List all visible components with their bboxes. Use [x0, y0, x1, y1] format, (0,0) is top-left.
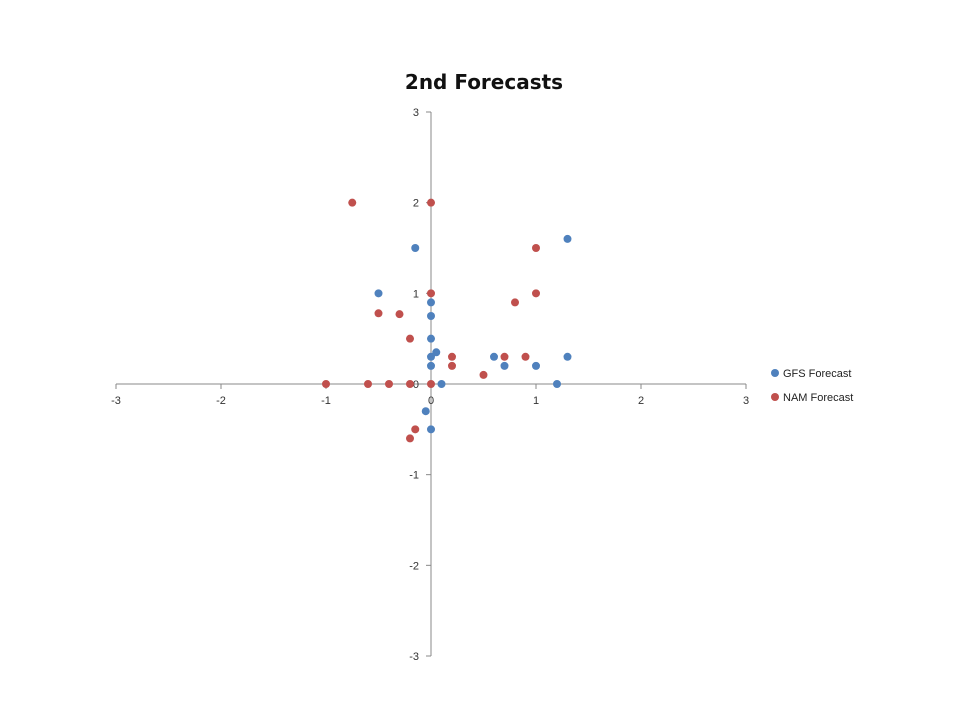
data-point: [490, 352, 498, 361]
data-point: [421, 407, 430, 416]
data-point: [553, 380, 561, 388]
data-point: [406, 434, 414, 443]
data-point: [500, 361, 509, 370]
data-point: [432, 348, 441, 357]
data-point: [532, 289, 540, 298]
data-point: [479, 370, 488, 379]
data-point: [563, 234, 572, 243]
data-point: [427, 298, 435, 307]
x-tick-label: 2: [638, 395, 644, 407]
y-tick-label: 1: [413, 288, 419, 300]
legend: GFS Forecast NAM Forecast: [771, 368, 853, 404]
data-point: [427, 334, 435, 343]
data-point: [511, 298, 519, 307]
x-tick-label: -1: [321, 395, 331, 407]
chart-title: 2nd Forecasts: [405, 70, 563, 94]
series-nam: [322, 198, 540, 443]
y-tick-label: -2: [409, 560, 419, 572]
data-point: [406, 334, 414, 343]
series-gfs: [374, 234, 572, 434]
data-point: [563, 352, 572, 361]
data-point: [427, 198, 435, 207]
data-point: [427, 352, 435, 361]
data-point: [322, 380, 330, 388]
data-point: [364, 380, 372, 388]
data-point: [395, 310, 404, 319]
data-point: [411, 425, 420, 434]
tick-labels: -3 -2 -1 0 1 2 3 -3 -2 -1 0 1 2 3: [111, 107, 749, 663]
x-tick-label: 3: [743, 395, 749, 407]
data-point: [406, 380, 414, 388]
y-tick-label: -1: [409, 470, 419, 482]
data-point: [427, 312, 435, 320]
y-tick-label: -3: [409, 651, 419, 663]
data-point: [385, 380, 393, 388]
data-point: [448, 361, 456, 370]
data-point: [500, 352, 509, 361]
data-point: [411, 244, 420, 252]
data-point: [427, 289, 435, 298]
data-point: [348, 198, 357, 207]
data-point: [427, 425, 435, 434]
x-tick-label: 0: [428, 395, 434, 407]
data-point: [374, 309, 383, 318]
legend-marker: [771, 369, 779, 377]
x-tick-label: -3: [111, 395, 121, 407]
legend-label: GFS Forecast: [783, 368, 851, 380]
legend-label: NAM Forecast: [783, 392, 853, 404]
data-point: [532, 361, 540, 370]
data-point: [448, 352, 456, 361]
x-tick-label: 1: [533, 395, 539, 407]
y-tick-label: 2: [413, 198, 419, 210]
data-point: [532, 244, 540, 252]
x-tick-label: -2: [216, 395, 226, 407]
data-point: [427, 380, 435, 388]
data-point: [374, 289, 383, 298]
data-point: [437, 380, 446, 388]
data-point: [427, 361, 435, 370]
y-tick-label: 3: [413, 107, 419, 119]
y-tick-label: 0: [413, 379, 419, 391]
legend-marker: [771, 393, 779, 401]
data-point: [521, 352, 530, 361]
data-points: [322, 198, 572, 443]
